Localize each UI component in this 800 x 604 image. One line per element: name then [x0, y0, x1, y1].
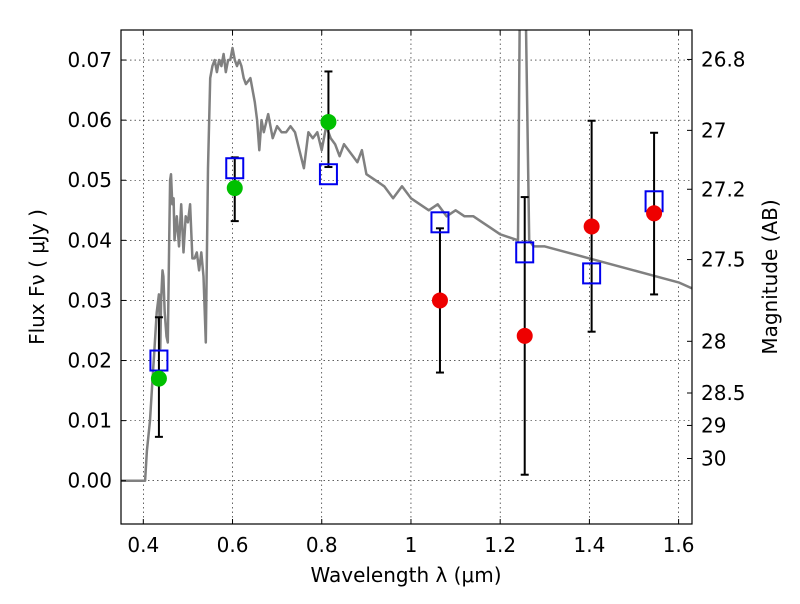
grid-lines	[121, 30, 692, 524]
low-significance-point	[583, 218, 600, 235]
model-sed-line	[121, 30, 692, 482]
detections-point	[320, 113, 337, 130]
model-photometry-square	[318, 163, 338, 186]
plot-area	[121, 30, 692, 482]
y-tick-label: 0.03	[67, 288, 112, 312]
model-photometry-square	[515, 241, 535, 264]
x-tick-label: 1	[405, 533, 418, 557]
y-tick-label: 0.05	[67, 168, 112, 192]
x-tick-label: 0.6	[217, 533, 249, 557]
y-tick-label: 0.07	[67, 48, 112, 72]
y-tick-label: 0.04	[67, 228, 112, 252]
low-significance-point	[431, 292, 448, 309]
y2-tick-label: 28.5	[701, 381, 746, 405]
detections-point	[150, 370, 167, 387]
x-axis-label: Wavelength λ (μm)	[310, 563, 501, 587]
y2-tick-label: 27	[701, 118, 726, 142]
y2-tick-label: 30	[701, 446, 726, 470]
y-tick-label: 0.00	[67, 469, 112, 493]
axis-ticks: 0.4 0.6 0.8 1 1.2 1.4 1.6 0.00 0.01 0.02 0.03 0.04 0…	[67, 30, 746, 557]
x-tick-label: 1.2	[484, 533, 516, 557]
axes-frame	[120, 29, 693, 525]
y2-tick-label: 28	[701, 329, 726, 353]
y-tick-label: 0.01	[67, 409, 112, 433]
y2-axis-label: Magnitude (AB)	[758, 199, 782, 354]
x-tick-label: 0.4	[127, 533, 159, 557]
model-photometry-square	[582, 262, 602, 285]
y2-tick-label: 26.8	[701, 47, 746, 71]
x-tick-label: 1.6	[663, 533, 695, 557]
low-significance-point	[646, 205, 663, 222]
model-photometry-square	[149, 349, 169, 372]
model-photometry-square	[430, 211, 450, 234]
y2-tick-label: 27.5	[701, 248, 746, 272]
y-axis-label: Flux Fν ( μJy )	[25, 209, 49, 345]
x-tick-label: 0.8	[306, 533, 338, 557]
x-tick-label: 1.4	[573, 533, 605, 557]
detections-point	[226, 180, 243, 197]
y-tick-label: 0.02	[67, 349, 112, 373]
low-significance-point	[516, 327, 533, 344]
model-photometry-square	[225, 157, 245, 180]
y2-tick-label: 27.2	[701, 177, 746, 201]
y-tick-label: 0.06	[67, 108, 112, 132]
y2-tick-label: 29	[701, 413, 726, 437]
